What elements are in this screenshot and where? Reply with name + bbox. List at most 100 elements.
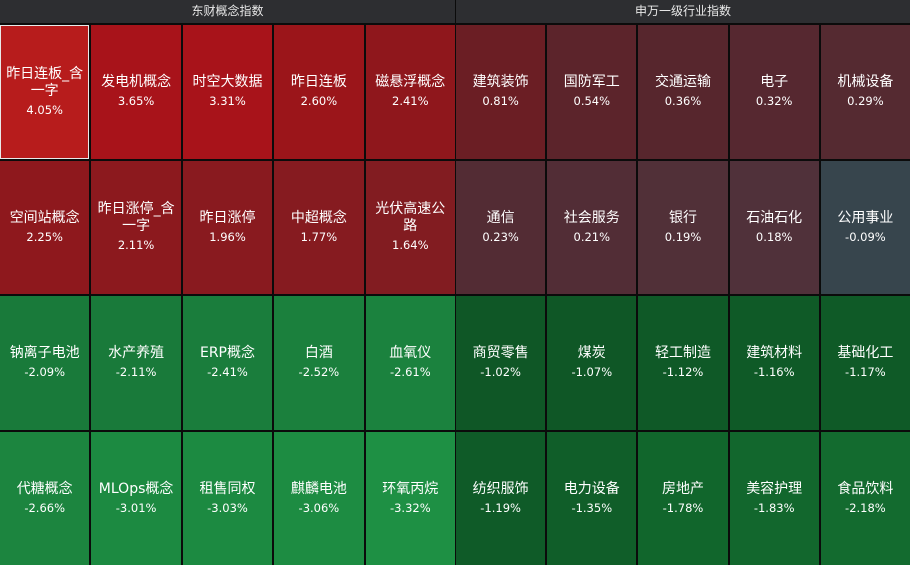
tile-change-percent: -1.02%	[480, 365, 521, 380]
tile-change-percent: 0.19%	[664, 229, 702, 244]
tile-change-percent: 0.36%	[664, 94, 702, 109]
heatmap-tile[interactable]: 美容护理 -1.83%	[729, 431, 819, 565]
heatmap-tile[interactable]: MLOps概念 -3.01%	[91, 431, 181, 565]
heatmap-tile[interactable]: 电力设备 -1.35%	[547, 431, 637, 565]
tile-name: 银行	[668, 209, 697, 226]
tile-name: MLOps概念	[98, 480, 174, 497]
tile-change-percent: 4.05%	[26, 102, 63, 117]
tile-name: 白酒	[304, 345, 333, 362]
heatmap-tile[interactable]: 昨日涨停 1.96%	[182, 160, 273, 294]
tile-name: 商贸零售	[472, 345, 529, 362]
tile-name: 昨日涨停	[199, 209, 256, 226]
tile-name: 建筑装饰	[472, 74, 529, 91]
tile-name: 社会服务	[563, 209, 620, 226]
tile-change-percent: -1.17%	[845, 365, 886, 380]
heatmap-tile[interactable]: 银行 0.19%	[638, 160, 728, 294]
tile-change-percent: -1.07%	[571, 365, 613, 380]
heatmap-tile[interactable]: 建筑材料 -1.16%	[729, 296, 819, 430]
heatmap-tile[interactable]: 基础化工 -1.17%	[820, 296, 910, 430]
tile-change-percent: 0.81%	[482, 94, 519, 109]
heatmap-tile[interactable]: 白酒 -2.52%	[274, 296, 364, 430]
heatmap-tile[interactable]: 国防军工 0.54%	[547, 25, 637, 159]
tile-name: 时空大数据	[192, 74, 263, 91]
tile-name: 代糖概念	[16, 480, 73, 497]
tile-name: 公用事业	[837, 209, 894, 226]
tile-name: 钠离子电池	[9, 345, 80, 362]
tile-name: 光伏高速公路	[375, 201, 446, 235]
tile-change-percent: -1.12%	[662, 365, 704, 380]
tile-name: 通信	[486, 209, 515, 226]
heatmap-tile[interactable]: 轻工制造 -1.12%	[638, 296, 728, 430]
tile-name: 昨日连板_含一字	[6, 65, 84, 99]
tile-name: 轻工制造	[654, 345, 711, 362]
tile-change-percent: 0.18%	[755, 229, 793, 244]
tile-change-percent: -2.11%	[115, 365, 157, 380]
tile-change-percent: 0.21%	[573, 229, 611, 244]
heatmap-tile[interactable]: 公用事业 -0.09%	[820, 160, 910, 294]
heatmap-tile[interactable]: 昨日连板 2.60%	[274, 25, 364, 159]
tile-name: 昨日涨停_含一字	[97, 201, 175, 235]
heatmap-tile[interactable]: 时空大数据 3.31%	[182, 25, 273, 159]
tile-change-percent: -1.78%	[662, 500, 704, 515]
tile-change-percent: -2.41%	[207, 365, 248, 380]
tile-name: 电力设备	[563, 480, 620, 497]
tile-name: 建筑材料	[746, 345, 803, 362]
heatmap-tile[interactable]: 交通运输 0.36%	[638, 25, 728, 159]
tile-change-percent: 1.77%	[300, 229, 338, 244]
tile-change-percent: 2.41%	[392, 94, 429, 109]
heatmap-tile[interactable]: 麒麟电池 -3.06%	[274, 431, 364, 565]
tile-name: 环氧丙烷	[382, 480, 439, 497]
tile-name: 发电机概念	[101, 74, 172, 91]
tile-change-percent: 2.11%	[117, 238, 155, 253]
heatmap-tile[interactable]: 食品饮料 -2.18%	[820, 431, 910, 565]
tile-change-percent: -2.09%	[24, 365, 66, 380]
heatmap-tile[interactable]: 发电机概念 3.65%	[91, 25, 181, 159]
tile-name: 昨日连板	[290, 74, 347, 91]
heatmap-tile[interactable]: 社会服务 0.21%	[547, 160, 637, 294]
heatmap-tile[interactable]: 光伏高速公路 1.64%	[365, 160, 455, 294]
heatmap-tile[interactable]: 空间站概念 2.25%	[0, 160, 90, 294]
tile-change-percent: -0.09%	[845, 229, 886, 244]
tile-change-percent: 2.60%	[300, 94, 338, 109]
heatmap-tile[interactable]: 磁悬浮概念 2.41%	[365, 25, 455, 159]
heatmap-tile[interactable]: 机械设备 0.29%	[820, 25, 910, 159]
industry-index-grid: 建筑装饰 0.81% 国防军工 0.54% 交通运输 0.36% 电子 0.32% 机械设备 0.…	[456, 25, 910, 565]
tile-name: 磁悬浮概念	[375, 74, 446, 91]
heatmap-tile[interactable]: 中超概念 1.77%	[274, 160, 364, 294]
tile-change-percent: 2.25%	[26, 229, 63, 244]
heatmap-tile[interactable]: 纺织服饰 -1.19%	[456, 431, 546, 565]
tile-name: 石油石化	[746, 209, 803, 226]
heatmap-tile[interactable]: 通信 0.23%	[456, 160, 546, 294]
tile-name: 血氧仪	[389, 345, 432, 362]
panel-title: 申万一级行业指数	[456, 0, 910, 23]
tile-name: 交通运输	[654, 74, 711, 91]
heatmap-tile[interactable]: 昨日连板_含一字 4.05%	[0, 25, 90, 159]
heatmap-tile[interactable]: 钠离子电池 -2.09%	[0, 296, 90, 430]
tile-change-percent: -3.32%	[389, 500, 431, 515]
heatmap-tile[interactable]: 房地产 -1.78%	[638, 431, 728, 565]
heatmap-tile[interactable]: 建筑装饰 0.81%	[456, 25, 546, 159]
tile-change-percent: -3.03%	[207, 500, 248, 515]
tile-name: 中超概念	[290, 209, 347, 226]
concept-index-panel: 东财概念指数 昨日连板_含一字 4.05% 发电机概念 3.65% 时空大数据 3.31%…	[0, 0, 455, 565]
tile-change-percent: -3.06%	[298, 500, 340, 515]
tile-name: ERP概念	[199, 345, 255, 362]
heatmap-tile[interactable]: 环氧丙烷 -3.32%	[365, 431, 455, 565]
heatmap-tile[interactable]: 租售同权 -3.03%	[182, 431, 273, 565]
tile-name: 租售同权	[199, 480, 256, 497]
heatmap-tile[interactable]: 水产养殖 -2.11%	[91, 296, 181, 430]
tile-change-percent: -1.83%	[753, 500, 795, 515]
heatmap-tile[interactable]: 电子 0.32%	[729, 25, 819, 159]
tile-name: 纺织服饰	[472, 480, 529, 497]
tile-change-percent: 0.54%	[573, 94, 611, 109]
tile-change-percent: -3.01%	[115, 500, 157, 515]
tile-name: 机械设备	[837, 74, 894, 91]
heatmap-tile[interactable]: ERP概念 -2.41%	[182, 296, 273, 430]
tile-name: 麒麟电池	[290, 480, 347, 497]
heatmap-tile[interactable]: 昨日涨停_含一字 2.11%	[91, 160, 181, 294]
heatmap-tile[interactable]: 血氧仪 -2.61%	[365, 296, 455, 430]
heatmap-tile[interactable]: 石油石化 0.18%	[729, 160, 819, 294]
heatmap-tile[interactable]: 商贸零售 -1.02%	[456, 296, 546, 430]
heatmap-tile[interactable]: 煤炭 -1.07%	[547, 296, 637, 430]
heatmap-tile[interactable]: 代糖概念 -2.66%	[0, 431, 90, 565]
